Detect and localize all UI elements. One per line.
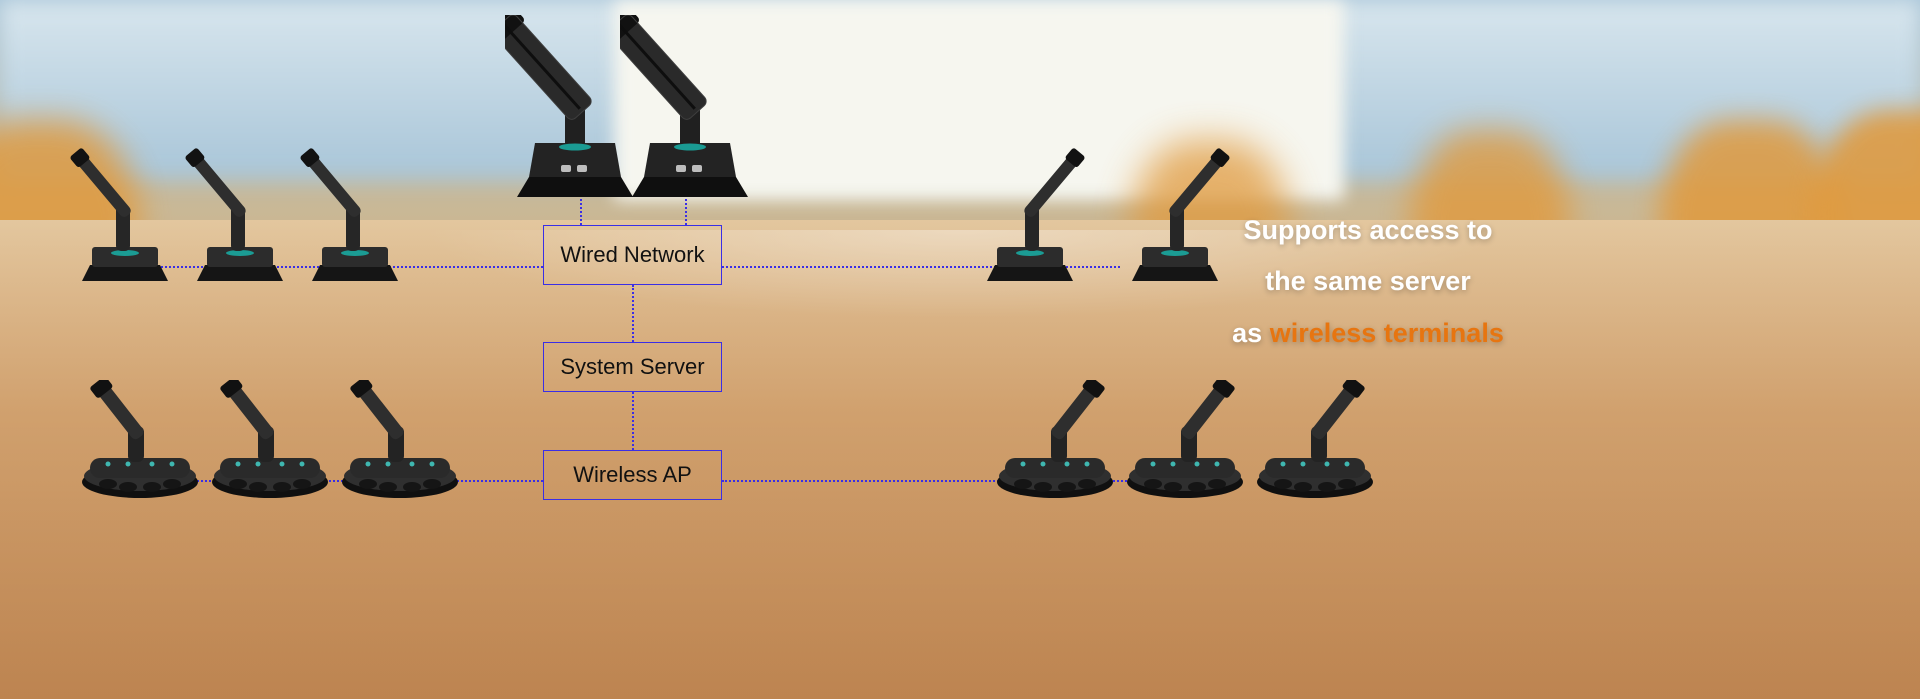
chairman-mic-1 xyxy=(620,15,760,200)
ap-box: Wireless AP xyxy=(543,450,722,500)
wired-mic-right-0 xyxy=(865,145,975,285)
v-line-3 xyxy=(632,392,634,450)
wired-label: Wired Network xyxy=(560,242,704,268)
ap-label: Wireless AP xyxy=(573,462,692,488)
wired-box: Wired Network xyxy=(543,225,722,285)
server-label: System Server xyxy=(560,354,704,380)
wired-mic-left-2 xyxy=(300,145,410,285)
wired-mic-left-1 xyxy=(185,145,295,285)
caption-text: Supports access to the same server as wire… xyxy=(1213,205,1523,359)
wireless-mic-left-1 xyxy=(200,380,340,500)
wireless-mic-left-2 xyxy=(330,380,470,500)
v-line-2 xyxy=(632,285,634,342)
server-box: System Server xyxy=(543,342,722,392)
caption-line-0: Supports access to xyxy=(1213,205,1523,256)
wired-mic-left-0 xyxy=(70,145,180,285)
caption-line-1: the same server xyxy=(1213,256,1523,307)
wireless-mic-right-2 xyxy=(1105,380,1245,500)
wireless-mic-right-0 xyxy=(845,380,985,500)
caption-highlight-2: wireless terminals xyxy=(1270,318,1504,348)
wired-mic-right-1 xyxy=(1010,145,1120,285)
caption-line-2: as wireless terminals xyxy=(1213,308,1523,359)
caption-text-0: Supports access to xyxy=(1243,215,1492,245)
caption-text-1: the same server xyxy=(1265,266,1471,296)
diagram-layer: Wired Network System Server Wireless AP xyxy=(0,0,1920,699)
wireless-mic-left-0 xyxy=(70,380,210,500)
wireless-mic-right-1 xyxy=(975,380,1115,500)
caption-text-2: as xyxy=(1232,318,1270,348)
